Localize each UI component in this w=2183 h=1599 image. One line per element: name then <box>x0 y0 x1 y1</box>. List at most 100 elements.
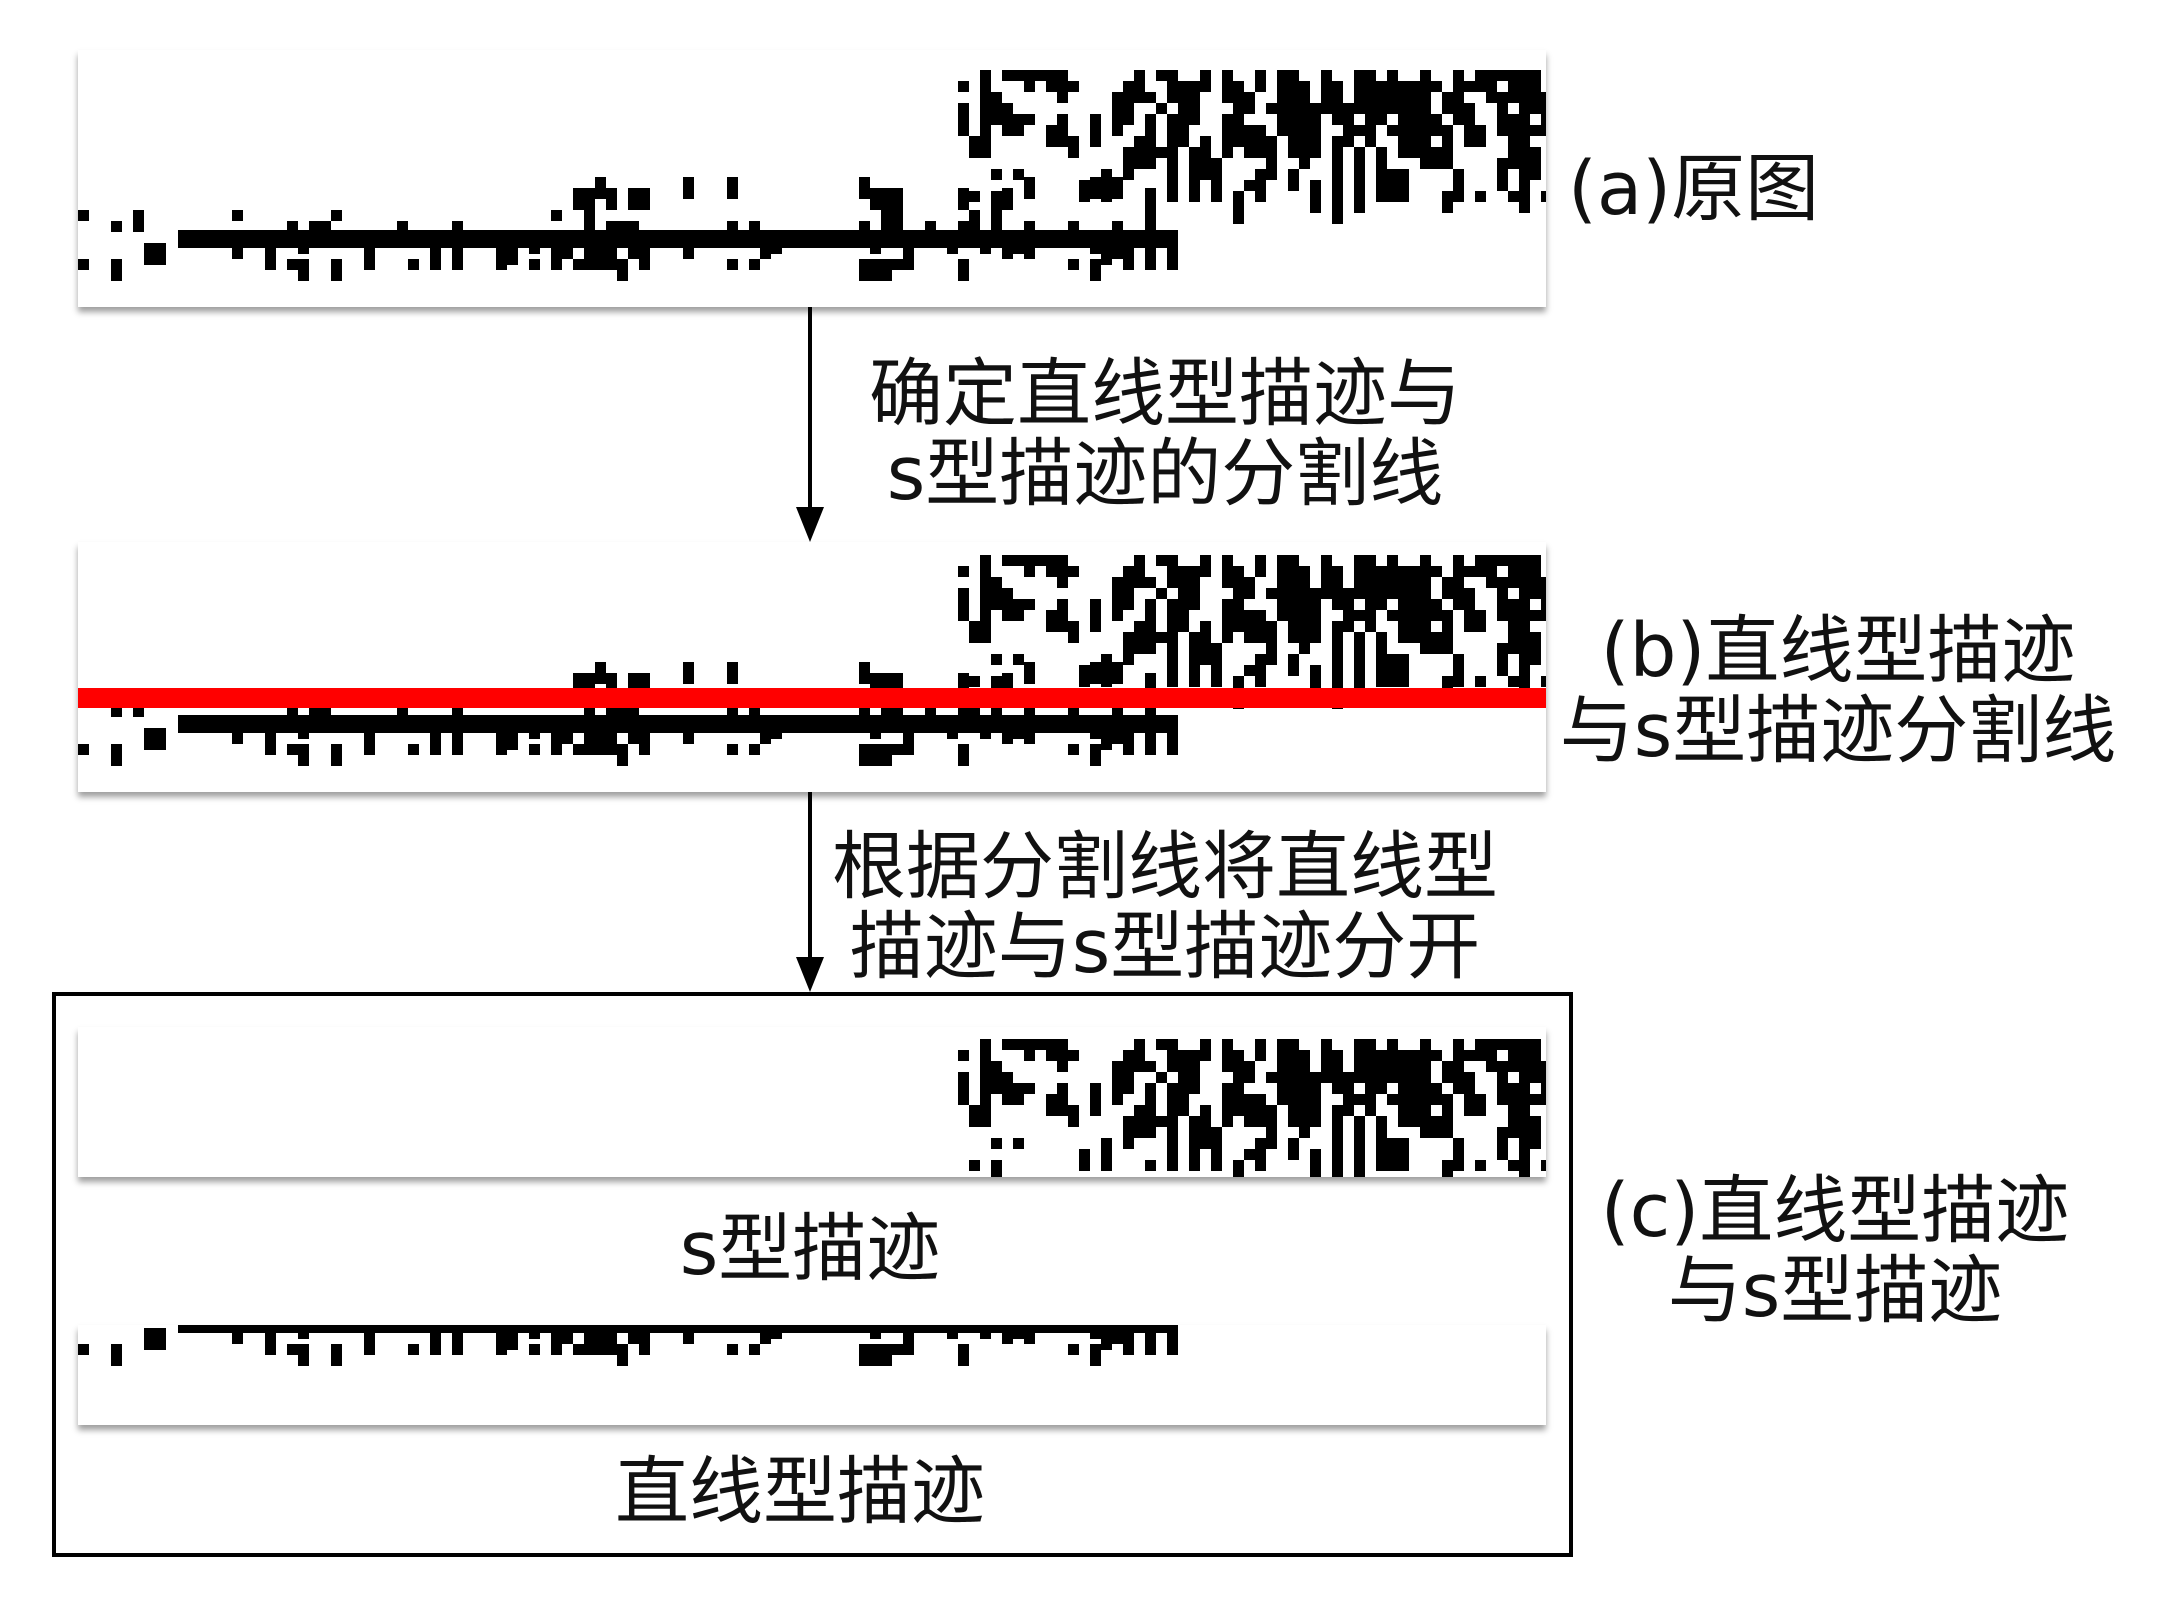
trace-pixel <box>232 1333 243 1344</box>
trace-pixel <box>1497 1127 1508 1160</box>
panel-b-label: (b)直线型描迹 与s型描迹分割线 <box>1558 611 2118 772</box>
trace-pixel <box>155 733 166 744</box>
trace-pixel <box>969 1105 980 1127</box>
trace-pixel <box>1420 555 1431 588</box>
trace-pixel <box>1530 643 1541 665</box>
trace-pixel <box>551 1333 562 1355</box>
trace-pixel <box>892 673 903 695</box>
trace-pixel <box>606 673 617 695</box>
trace-pixel <box>1013 169 1024 180</box>
trace-pixel <box>1508 1127 1519 1138</box>
trace-pixel <box>1343 103 1354 114</box>
trace-pixel <box>903 232 914 254</box>
trace-pixel <box>617 1344 628 1366</box>
trace-pixel <box>1266 1116 1277 1149</box>
trace-pixel <box>111 1344 122 1366</box>
trace-pixel <box>1387 566 1398 599</box>
trace-pixel <box>1310 676 1321 687</box>
trace-pixel <box>991 1160 1002 1177</box>
trace-pixel <box>1464 1072 1475 1105</box>
trace-pixel <box>1266 1072 1277 1083</box>
trace-pixel <box>639 733 650 755</box>
trace-pixel <box>969 191 980 202</box>
trace-pixel <box>1398 621 1409 643</box>
trace-pixel <box>1090 1344 1101 1366</box>
trace-pixel <box>265 243 276 265</box>
trace-pixel <box>859 744 870 766</box>
trace-pixel <box>1288 632 1299 643</box>
trace-pixel <box>1332 1160 1343 1177</box>
trace-pixel <box>1134 621 1145 654</box>
trace-pixel <box>1145 733 1156 755</box>
trace-pixel <box>551 733 562 755</box>
trace-pixel <box>1332 191 1343 224</box>
trace-pixel <box>1530 610 1541 621</box>
trace-pixel <box>1420 1072 1431 1083</box>
trace-pixel <box>1167 169 1178 202</box>
trace-pixel <box>1244 1061 1255 1083</box>
trace-pixel <box>1178 1094 1189 1116</box>
trace-pixel <box>584 248 595 270</box>
trace-pixel <box>1123 1116 1134 1149</box>
trace-pixel <box>1255 1138 1266 1171</box>
trace-pixel <box>1321 566 1332 599</box>
trace-pixel <box>1332 588 1343 610</box>
trace-pixel <box>364 243 375 265</box>
trace-pixel <box>1156 588 1167 599</box>
trace-pixel <box>507 728 518 750</box>
trace-pixel <box>606 1325 617 1328</box>
trace-pixel <box>1442 676 1453 698</box>
trace-pixel <box>749 744 760 755</box>
trace-pixel <box>78 259 89 270</box>
trace-pixel <box>1431 125 1442 136</box>
trace-pixel <box>771 728 782 739</box>
trace-pixel <box>1376 1138 1387 1171</box>
trace-pixel <box>958 81 969 92</box>
trace-pixel <box>1255 654 1266 687</box>
trace-pixel <box>683 1333 694 1344</box>
trace-pixel <box>1013 114 1024 136</box>
panel-c-label-line-2: 与s型描迹 <box>1667 1247 2003 1334</box>
panel-c-frame <box>52 992 1573 1557</box>
trace-pixel <box>1244 125 1255 158</box>
trace-pixel <box>1211 1138 1222 1171</box>
trace-pixel <box>1354 1072 1365 1083</box>
trace-pixel <box>1211 169 1222 202</box>
trace-pixel <box>1046 555 1057 577</box>
trace-pixel <box>1167 654 1178 687</box>
trace-pixel <box>1013 599 1024 621</box>
trace-pixel <box>881 210 892 232</box>
trace-pixel <box>1354 180 1365 213</box>
trace-pixel <box>1442 1094 1453 1105</box>
arrow-1 <box>796 307 824 542</box>
trace-pixel <box>1519 588 1530 599</box>
trace-pixel <box>1541 191 1546 202</box>
trace-pixel <box>1453 169 1464 202</box>
trace-pixel <box>903 248 914 270</box>
trace-pixel <box>540 717 551 728</box>
trace-pixel <box>1277 588 1288 621</box>
trace-pixel <box>727 706 738 717</box>
trace-pixel <box>1134 566 1145 588</box>
trace-pixel <box>1255 169 1266 202</box>
trace-pixel <box>1211 654 1222 687</box>
trace-pixel <box>1233 1083 1244 1116</box>
trace-pixel <box>1354 81 1365 114</box>
trace-pixel <box>1134 1105 1145 1138</box>
trace-pixel <box>1112 221 1123 232</box>
trace-pixel <box>1112 1061 1123 1094</box>
trace-pixel <box>1079 665 1090 687</box>
trace-pixel <box>749 706 760 728</box>
trace-pixel <box>1343 1072 1354 1083</box>
trace-pixel <box>408 259 419 270</box>
trace-pixel <box>1508 621 1519 643</box>
trace-pixel <box>1134 1039 1145 1050</box>
trace-pixel <box>1398 1083 1409 1116</box>
trace-pixel <box>1299 1050 1310 1061</box>
trace-pixel <box>1200 136 1211 169</box>
trace-pixel <box>408 744 419 755</box>
trace-pixel <box>1420 1083 1431 1116</box>
straight-trace-caption: 直线型描迹 <box>615 1449 985 1535</box>
trace-pixel <box>573 717 584 728</box>
arrow-2 <box>796 792 824 992</box>
